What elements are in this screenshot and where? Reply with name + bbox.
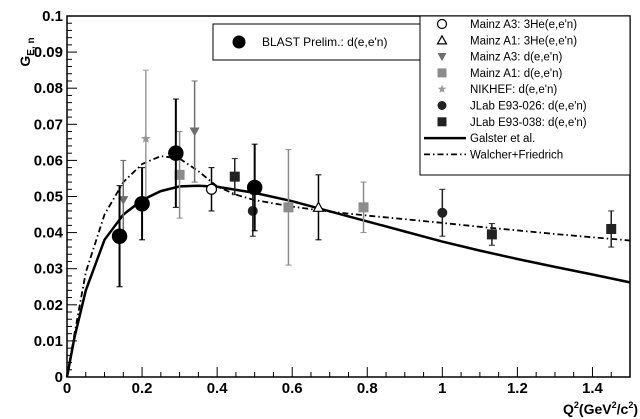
legend-box [419, 15, 631, 176]
data-point [189, 127, 200, 137]
legend-label: Galster et al. [470, 133, 535, 145]
x-tick-label: 1 [438, 380, 446, 397]
legend: Mainz A3: 3He(e,e'n) Mainz A1: 3He(e,e'n)… [419, 15, 631, 176]
x-axis-title-sup: 2 [574, 400, 579, 410]
data-point [437, 207, 448, 218]
theory-curves [65, 155, 631, 378]
data-point [247, 205, 258, 216]
x-tick-label: 0.2 [132, 380, 153, 397]
data-points [111, 69, 617, 288]
x-axis-title-unit: (GeV [579, 401, 612, 417]
axis-ticks: 0 0.2 0.4 0.6 0.8 1 1.2 1.4 0 0.01 0.02 0.03 0.04 0.0… [34, 8, 631, 397]
legend-marker [437, 84, 447, 93]
legend-marker [437, 101, 447, 110]
data-point [229, 171, 240, 182]
x-axis-title: Q2(GeV2/c2) [563, 400, 638, 417]
x-tick-label: 0.8 [357, 380, 378, 397]
y-tick-label: 0.03 [34, 261, 63, 278]
x-axis-title-unit-sup: 2 [612, 400, 617, 410]
blast-legend-marker [232, 35, 246, 49]
x-tick-label: 1.2 [507, 380, 528, 397]
data-point [246, 179, 263, 196]
legend-label: JLab E93-026: d(e,e'n) [470, 101, 587, 113]
data-point [205, 183, 218, 195]
x-tick-label: 1.4 [582, 380, 604, 397]
y-tick-label: 0.01 [34, 333, 63, 350]
data-point [141, 133, 151, 143]
y-axis-title-sub: E, n [26, 37, 37, 55]
data-point [606, 223, 617, 234]
legend-label: NIKHEF: d(e,e'n) [470, 84, 557, 96]
blast-legend-label: BLAST Prelim.: d(e,e'n) [262, 35, 387, 49]
x-axis-title-unit-end: /c [617, 401, 629, 417]
data-point [312, 201, 325, 212]
data-point [134, 195, 150, 212]
legend-label: Mainz A3: d(e,e'n) [470, 52, 562, 64]
blast-legend-box [212, 23, 422, 61]
data-point [283, 202, 294, 213]
data-point [118, 196, 129, 206]
legend-label: Mainz A3: 3He(e,e'n) [470, 19, 577, 31]
legend-marker [437, 117, 447, 127]
y-axis-title: GE, n [17, 37, 37, 66]
galster-curve [65, 184, 631, 378]
legend-label: Mainz A1: d(e,e'n) [470, 68, 562, 80]
y-tick-label: 0.09 [34, 44, 63, 61]
x-axis-title-unit-end-sup: 2 [628, 400, 633, 410]
y-tick-label: 0.02 [34, 297, 63, 314]
legend-label: Mainz A1: 3He(e,e'n) [470, 35, 577, 47]
y-tick-label: 0.07 [34, 116, 63, 133]
data-point [168, 145, 184, 161]
blast-legend: BLAST Prelim.: d(e,e'n) [212, 23, 422, 61]
data-point [486, 229, 497, 240]
y-tick-label: 0.04 [34, 225, 64, 242]
legend-label: JLab E93-038: d(e,e'n) [470, 117, 587, 129]
y-tick-label: 0.06 [34, 152, 63, 169]
legend-marker [436, 34, 448, 45]
data-point [174, 169, 185, 180]
legend-marker [436, 18, 448, 30]
x-axis-title-close: ) [633, 401, 638, 417]
legend-marker [437, 68, 447, 78]
y-axis-title-main: G [17, 56, 33, 67]
x-tick-label: 0 [63, 380, 71, 397]
y-tick-label: 0.08 [34, 80, 63, 97]
plot-frame [66, 15, 631, 378]
data-point [358, 202, 369, 213]
x-axis-title-main: Q [563, 401, 574, 417]
walcher-friedrich-curve [66, 155, 631, 378]
data-point [111, 228, 128, 244]
legend-label: Walcher+Friedrich [470, 149, 563, 161]
y-tick-label: 0.1 [42, 8, 63, 25]
legend-marker [437, 53, 447, 62]
y-tick-label: 0.05 [34, 189, 63, 206]
x-tick-label: 0.6 [282, 380, 303, 397]
x-tick-label: 0.4 [207, 380, 229, 397]
y-tick-label: 0 [55, 369, 63, 386]
